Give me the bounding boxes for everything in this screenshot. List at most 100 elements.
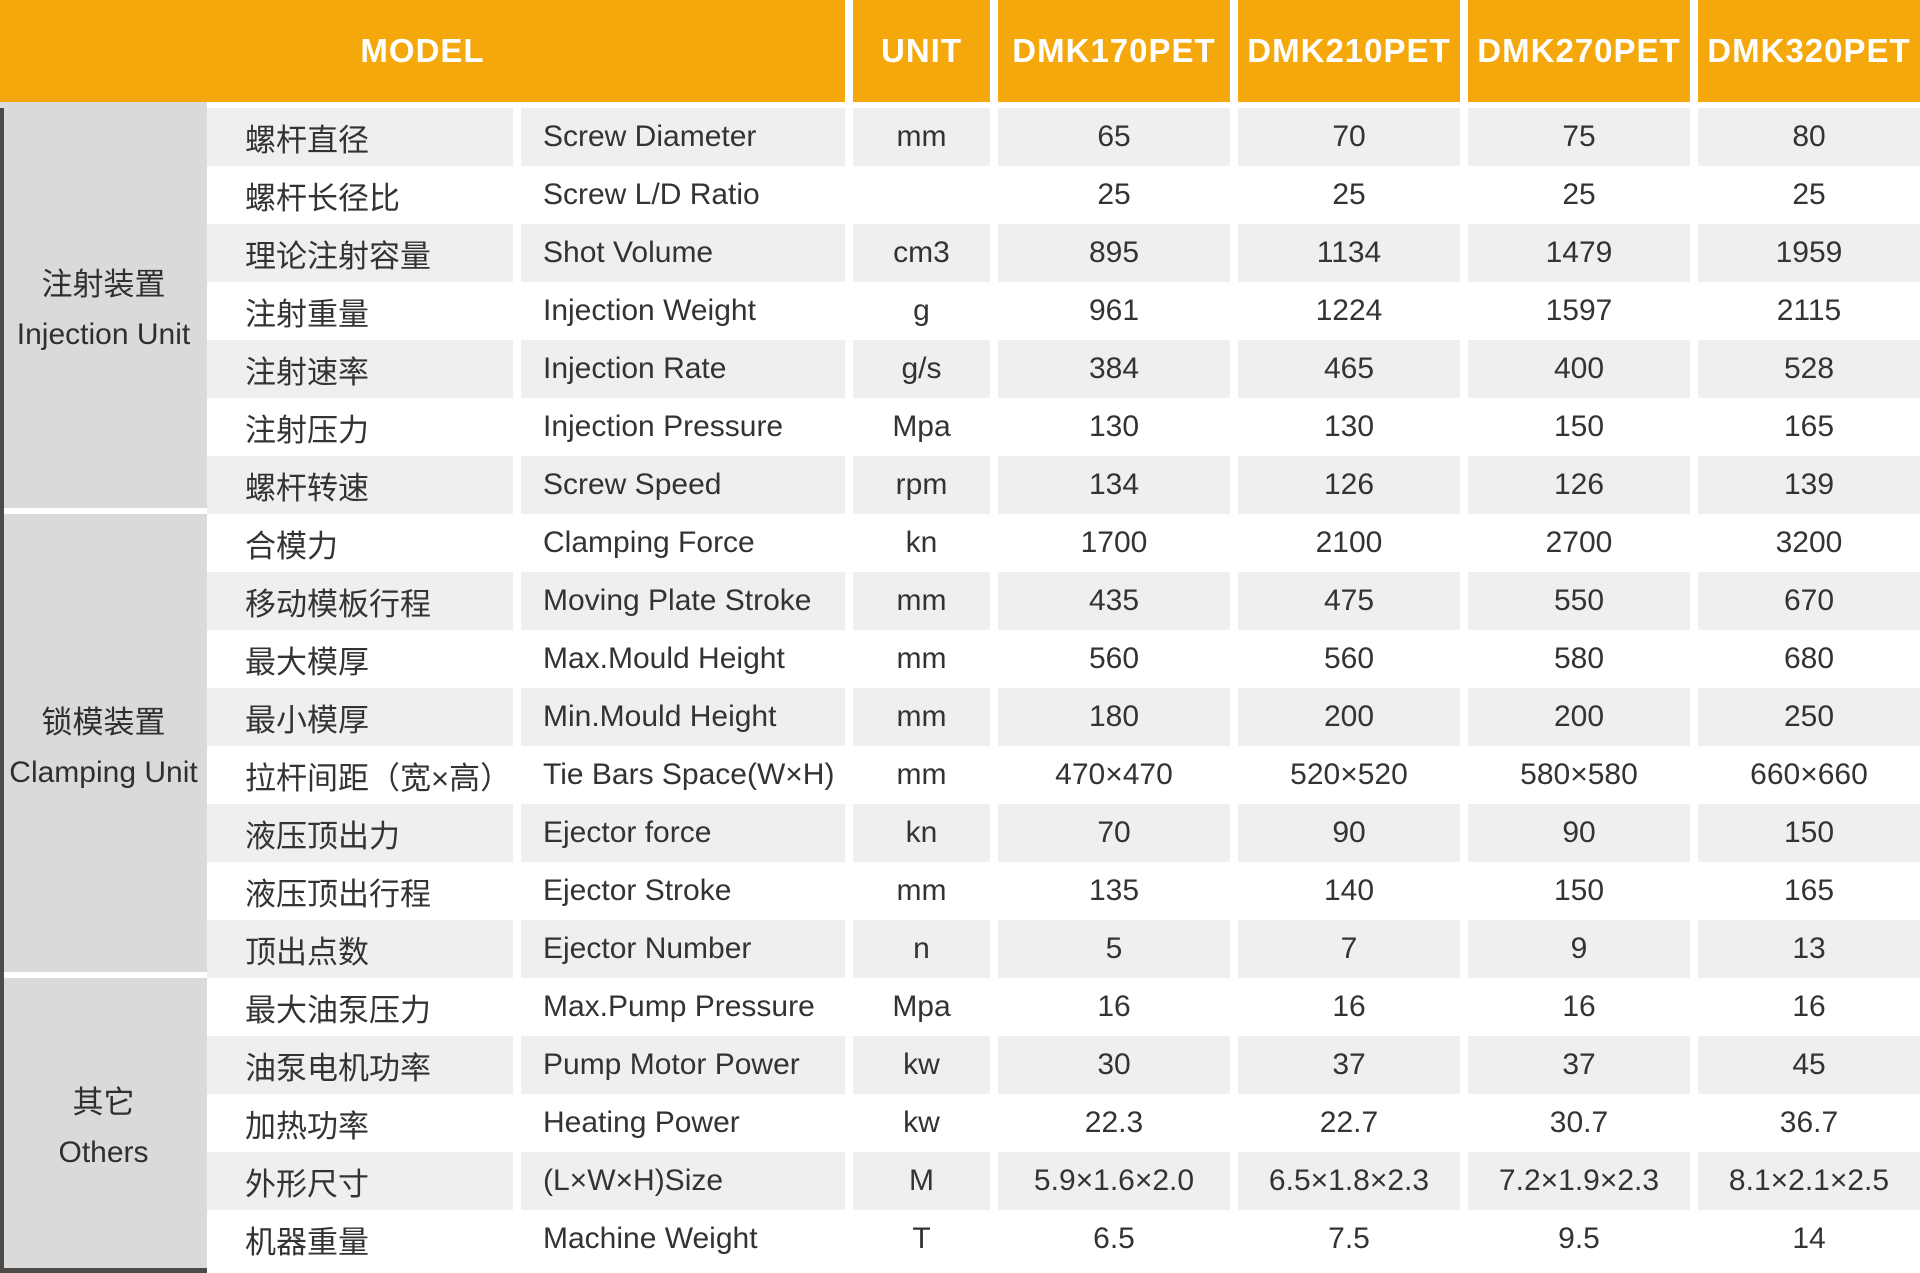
- value-cell: 90: [1238, 804, 1460, 862]
- value-cell: 895: [998, 224, 1230, 282]
- value-cell: 134: [998, 456, 1230, 514]
- value-cell: 25: [1698, 166, 1920, 224]
- unit-cell: kw: [853, 1094, 990, 1152]
- value-cell: 70: [1238, 108, 1460, 166]
- value-cell: 6.5×1.8×2.3: [1238, 1152, 1460, 1210]
- value-cell: 36.7: [1698, 1094, 1920, 1152]
- unit-cell: mm: [853, 688, 990, 746]
- row-label-en-cell: Pump Motor Power: [521, 1036, 845, 1094]
- value-cell: 126: [1468, 456, 1690, 514]
- row-label-en-cell: Max.Pump Pressure: [521, 978, 845, 1036]
- value-cell: 90: [1468, 804, 1690, 862]
- row-label-cn-cell: 顶出点数: [207, 920, 513, 978]
- value-cell: 400: [1468, 340, 1690, 398]
- row-label-en-cell: Injection Rate: [521, 340, 845, 398]
- value-cell: 1224: [1238, 282, 1460, 340]
- unit-cell: Mpa: [853, 978, 990, 1036]
- row-label-cn-cell: 注射重量: [207, 282, 513, 340]
- value-cell: 470×470: [998, 746, 1230, 804]
- header-model-cell: DMK170PET: [998, 0, 1230, 102]
- value-cell: 30: [998, 1036, 1230, 1094]
- value-cell: 550: [1468, 572, 1690, 630]
- row-label-cn-cell: 液压顶出行程: [207, 862, 513, 920]
- section-label-cn: 其它: [72, 1084, 135, 1120]
- unit-cell: M: [853, 1152, 990, 1210]
- value-cell: 6.5: [998, 1210, 1230, 1268]
- value-cell: 14: [1698, 1210, 1920, 1268]
- value-cell: 126: [1238, 456, 1460, 514]
- value-cell: 25: [1468, 166, 1690, 224]
- row-label-cn-cell: 螺杆长径比: [207, 166, 513, 224]
- value-cell: 165: [1698, 398, 1920, 456]
- table-left-border: [0, 108, 4, 1273]
- value-cell: 660×660: [1698, 746, 1920, 804]
- value-cell: 384: [998, 340, 1230, 398]
- header-model-cell: DMK270PET: [1468, 0, 1690, 102]
- row-label-cn-cell: 外形尺寸: [207, 1152, 513, 1210]
- row-label-cn-cell: 螺杆直径: [207, 108, 513, 166]
- value-cell: 200: [1238, 688, 1460, 746]
- unit-cell: mm: [853, 108, 990, 166]
- row-label-cn-cell: 最小模厚: [207, 688, 513, 746]
- value-cell: 435: [998, 572, 1230, 630]
- value-cell: 8.1×2.1×2.5: [1698, 1152, 1920, 1210]
- value-cell: 1959: [1698, 224, 1920, 282]
- section-label-cn: 注射装置: [41, 266, 166, 302]
- value-cell: 65: [998, 108, 1230, 166]
- section-cell: 锁模装置 Clamping Unit: [0, 514, 207, 978]
- header-model-cell: MODEL: [0, 0, 845, 102]
- value-cell: 9: [1468, 920, 1690, 978]
- value-cell: 9.5: [1468, 1210, 1690, 1268]
- value-cell: 3200: [1698, 514, 1920, 572]
- row-label-en-cell: Screw L/D Ratio: [521, 166, 845, 224]
- value-cell: 140: [1238, 862, 1460, 920]
- value-cell: 150: [1468, 398, 1690, 456]
- row-label-en-cell: Heating Power: [521, 1094, 845, 1152]
- value-cell: 5.9×1.6×2.0: [998, 1152, 1230, 1210]
- row-label-cn-cell: 最大油泵压力: [207, 978, 513, 1036]
- row-label-cn-cell: 移动模板行程: [207, 572, 513, 630]
- row-label-en-cell: Shot Volume: [521, 224, 845, 282]
- value-cell: 250: [1698, 688, 1920, 746]
- row-label-cn-cell: 机器重量: [207, 1210, 513, 1268]
- value-cell: 580×580: [1468, 746, 1690, 804]
- header-unit-cell: UNIT: [853, 0, 990, 102]
- row-label-en-cell: Max.Mould Height: [521, 630, 845, 688]
- value-cell: 150: [1698, 804, 1920, 862]
- row-label-cn-cell: 注射压力: [207, 398, 513, 456]
- section-cell: 注射装置 Injection Unit: [0, 102, 207, 514]
- row-label-en-cell: (L×W×H)Size: [521, 1152, 845, 1210]
- row-label-cn-cell: 液压顶出力: [207, 804, 513, 862]
- value-cell: 520×520: [1238, 746, 1460, 804]
- value-cell: 2100: [1238, 514, 1460, 572]
- value-cell: 180: [998, 688, 1230, 746]
- row-label-en-cell: Machine Weight: [521, 1210, 845, 1268]
- value-cell: 16: [1698, 978, 1920, 1036]
- value-cell: 165: [1698, 862, 1920, 920]
- value-cell: 560: [1238, 630, 1460, 688]
- value-cell: 7: [1238, 920, 1460, 978]
- unit-cell: rpm: [853, 456, 990, 514]
- row-label-en-cell: Ejector force: [521, 804, 845, 862]
- value-cell: 2700: [1468, 514, 1690, 572]
- value-cell: 139: [1698, 456, 1920, 514]
- section-label-en: Others: [58, 1135, 149, 1169]
- unit-cell: cm3: [853, 224, 990, 282]
- value-cell: 1597: [1468, 282, 1690, 340]
- unit-cell: kn: [853, 804, 990, 862]
- row-label-cn-cell: 拉杆间距（宽×高）: [207, 746, 513, 804]
- unit-cell: mm: [853, 572, 990, 630]
- value-cell: 16: [998, 978, 1230, 1036]
- row-label-en-cell: Moving Plate Stroke: [521, 572, 845, 630]
- value-cell: 200: [1468, 688, 1690, 746]
- row-label-en-cell: Screw Speed: [521, 456, 845, 514]
- section-label-en: Injection Unit: [16, 317, 191, 351]
- value-cell: 7.5: [1238, 1210, 1460, 1268]
- row-label-cn-cell: 理论注射容量: [207, 224, 513, 282]
- value-cell: 22.3: [998, 1094, 1230, 1152]
- value-cell: 30.7: [1468, 1094, 1690, 1152]
- unit-cell: g/s: [853, 340, 990, 398]
- unit-cell: Mpa: [853, 398, 990, 456]
- unit-cell: n: [853, 920, 990, 978]
